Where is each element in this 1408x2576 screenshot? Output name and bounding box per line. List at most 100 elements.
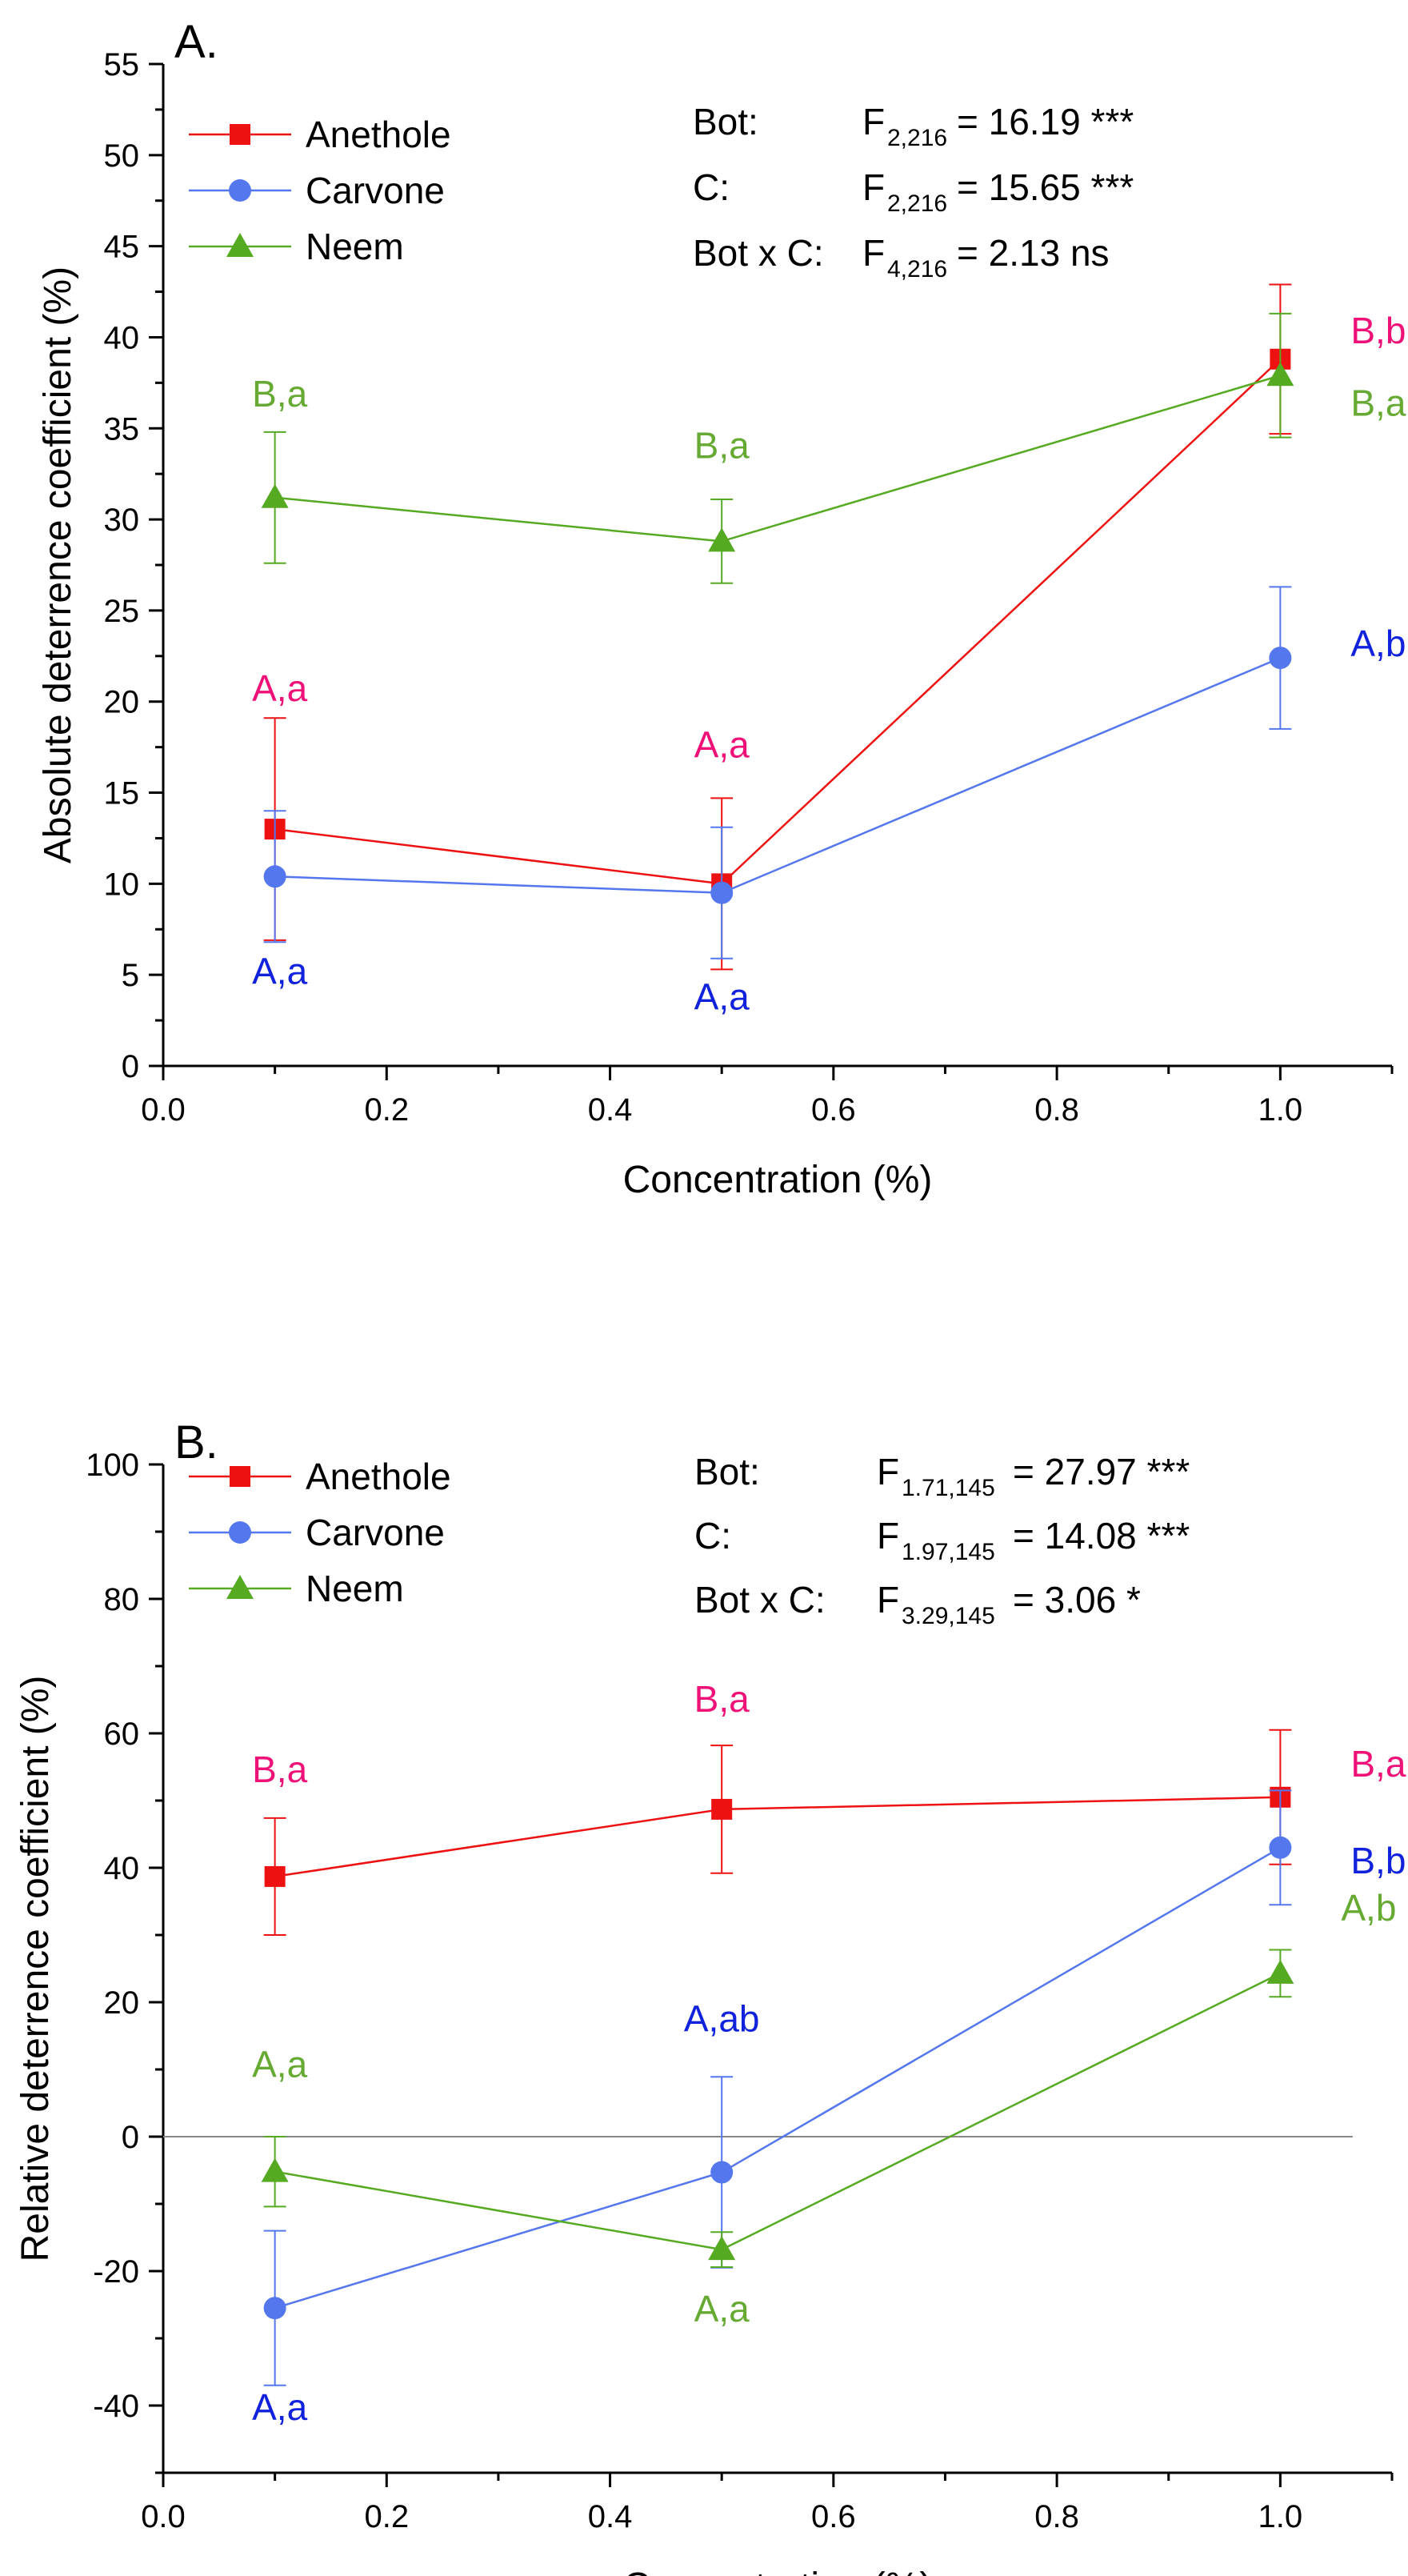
y-tick-label: 50 xyxy=(104,138,140,174)
data-point-circle xyxy=(263,865,286,888)
data-point-circle xyxy=(1269,647,1292,670)
legend-marker-circle xyxy=(229,179,251,202)
point-label: B,a xyxy=(252,373,307,415)
series-line xyxy=(274,1972,1281,2251)
y-axis-title: Absolute deterrence coefficient (%) xyxy=(37,266,79,863)
y-tick-label: 25 xyxy=(104,594,140,629)
x-tick-label: 0.4 xyxy=(588,2499,633,2534)
series-neem: B,a B,a B,a xyxy=(252,312,1406,584)
y-tick-label: 40 xyxy=(104,1851,140,1886)
stat-factor: C: xyxy=(694,1515,731,1556)
x-tick-label: 0.0 xyxy=(141,1092,186,1128)
y-tick-label: 55 xyxy=(104,47,140,82)
y-axis-title: Relative deterrence coefficient (%) xyxy=(14,1676,57,2262)
y-tick-label: 45 xyxy=(104,230,140,265)
data-point-triangle xyxy=(708,527,736,552)
series-neem: A,a A,a A,b xyxy=(252,1887,1396,2330)
y-tick-label: 10 xyxy=(104,867,140,902)
point-label: A,a xyxy=(252,2044,307,2085)
data-point-triangle xyxy=(1266,362,1294,387)
point-label: B,a xyxy=(252,1749,307,1790)
stat-factor: Bot x C: xyxy=(694,1579,826,1621)
stat-value: = 14.08 *** xyxy=(1013,1515,1190,1556)
data-point-circle xyxy=(710,2161,734,2184)
stat-df: 4,216 xyxy=(887,256,947,282)
point-label: B,a xyxy=(1350,1743,1406,1785)
series-anethole: B,a B,a B,a xyxy=(252,1678,1406,1936)
x-tick-label: 0.6 xyxy=(811,1092,856,1128)
y-tick-label: 40 xyxy=(104,320,140,355)
stat-df: 1.97,145 xyxy=(902,1539,995,1565)
y-tick-label: 5 xyxy=(122,958,139,993)
stat-f: F xyxy=(862,101,885,142)
y-tick-label: 60 xyxy=(104,1717,140,1752)
point-label: A,a xyxy=(252,950,307,992)
x-tick-label: 1.0 xyxy=(1258,1092,1303,1128)
point-label: B,a xyxy=(1350,382,1406,423)
point-label: A,b xyxy=(1341,1887,1396,1929)
data-point-triangle xyxy=(261,2157,289,2182)
legend-marker-square xyxy=(230,124,250,145)
x-tick-label: 0.2 xyxy=(364,1092,409,1128)
stat-value: = 2.13 ns xyxy=(957,232,1110,274)
data-point-triangle xyxy=(1266,1959,1294,1984)
panel-label: A. xyxy=(174,16,218,68)
stat-f: F xyxy=(862,232,885,274)
legend-label: Neem xyxy=(306,226,404,267)
point-label: B,b xyxy=(1350,1840,1406,1881)
legend-label: Carvone xyxy=(306,170,445,211)
y-tick-label: 35 xyxy=(104,411,140,447)
point-label: B,a xyxy=(694,424,750,466)
y-tick-label: 100 xyxy=(86,1448,139,1483)
point-label: B,a xyxy=(694,1678,750,1720)
point-label: A,a xyxy=(694,723,750,765)
stat-factor: Bot: xyxy=(694,1451,760,1492)
legend-marker-triangle xyxy=(226,1575,254,1599)
stat-factor: Bot x C: xyxy=(693,232,824,274)
y-tick-label: 20 xyxy=(104,685,140,720)
series-carvone: A,a A,ab B,b xyxy=(252,1789,1406,2428)
point-label: A,a xyxy=(694,2288,750,2330)
stat-df: 2,216 xyxy=(887,125,947,151)
y-tick-label: 0 xyxy=(122,1049,139,1084)
data-point-triangle xyxy=(261,483,289,508)
point-label: A,a xyxy=(252,667,307,709)
series-line xyxy=(274,1796,1281,1878)
stat-df: 3.29,145 xyxy=(902,1603,995,1629)
legend-label: Carvone xyxy=(306,1512,445,1553)
y-tick-label: 20 xyxy=(104,1985,140,2021)
x-tick-label: 0.8 xyxy=(1034,1092,1079,1128)
point-label: A,a xyxy=(694,976,750,1018)
legend-marker-triangle xyxy=(226,233,254,257)
stat-value: = 3.06 * xyxy=(1013,1579,1141,1621)
stat-value: = 16.19 *** xyxy=(957,101,1134,142)
series-anethole: A,a A,a B,b xyxy=(252,283,1406,971)
legend-marker-square xyxy=(230,1466,250,1487)
series-line xyxy=(274,1846,1281,2310)
point-label: B,b xyxy=(1350,310,1406,351)
stat-factor: C: xyxy=(693,166,730,208)
point-label: A,b xyxy=(1350,623,1406,664)
stat-f: F xyxy=(877,1579,899,1621)
x-tick-label: 0.4 xyxy=(588,1092,633,1128)
data-point-circle xyxy=(710,881,734,904)
x-tick-label: 1.0 xyxy=(1258,2499,1303,2534)
stat-f: F xyxy=(877,1515,899,1556)
panel-a-chart: 0 5 10 15 20 25 30 35 40 45 50 55 0.0 0.2 0.4 0.6 0.8 1.0… xyxy=(37,16,1406,1201)
x-axis-title: Concentration (%) xyxy=(623,2566,933,2576)
x-tick-label: 0.0 xyxy=(141,2499,186,2534)
data-point-circle xyxy=(263,2297,286,2320)
x-tick-label: 0.6 xyxy=(811,2499,856,2534)
stat-f: F xyxy=(862,166,885,208)
point-label: A,a xyxy=(252,2386,307,2428)
y-tick-label: -20 xyxy=(93,2254,139,2290)
point-label: A,ab xyxy=(684,1998,760,2040)
stat-f: F xyxy=(877,1451,899,1492)
data-point-square xyxy=(264,1865,286,1887)
data-point-circle xyxy=(1269,1836,1292,1859)
stat-df: 2,216 xyxy=(887,190,947,217)
y-tick-label: -40 xyxy=(93,2389,139,2424)
legend-marker-circle xyxy=(229,1521,251,1544)
y-tick-label: 80 xyxy=(104,1582,140,1617)
